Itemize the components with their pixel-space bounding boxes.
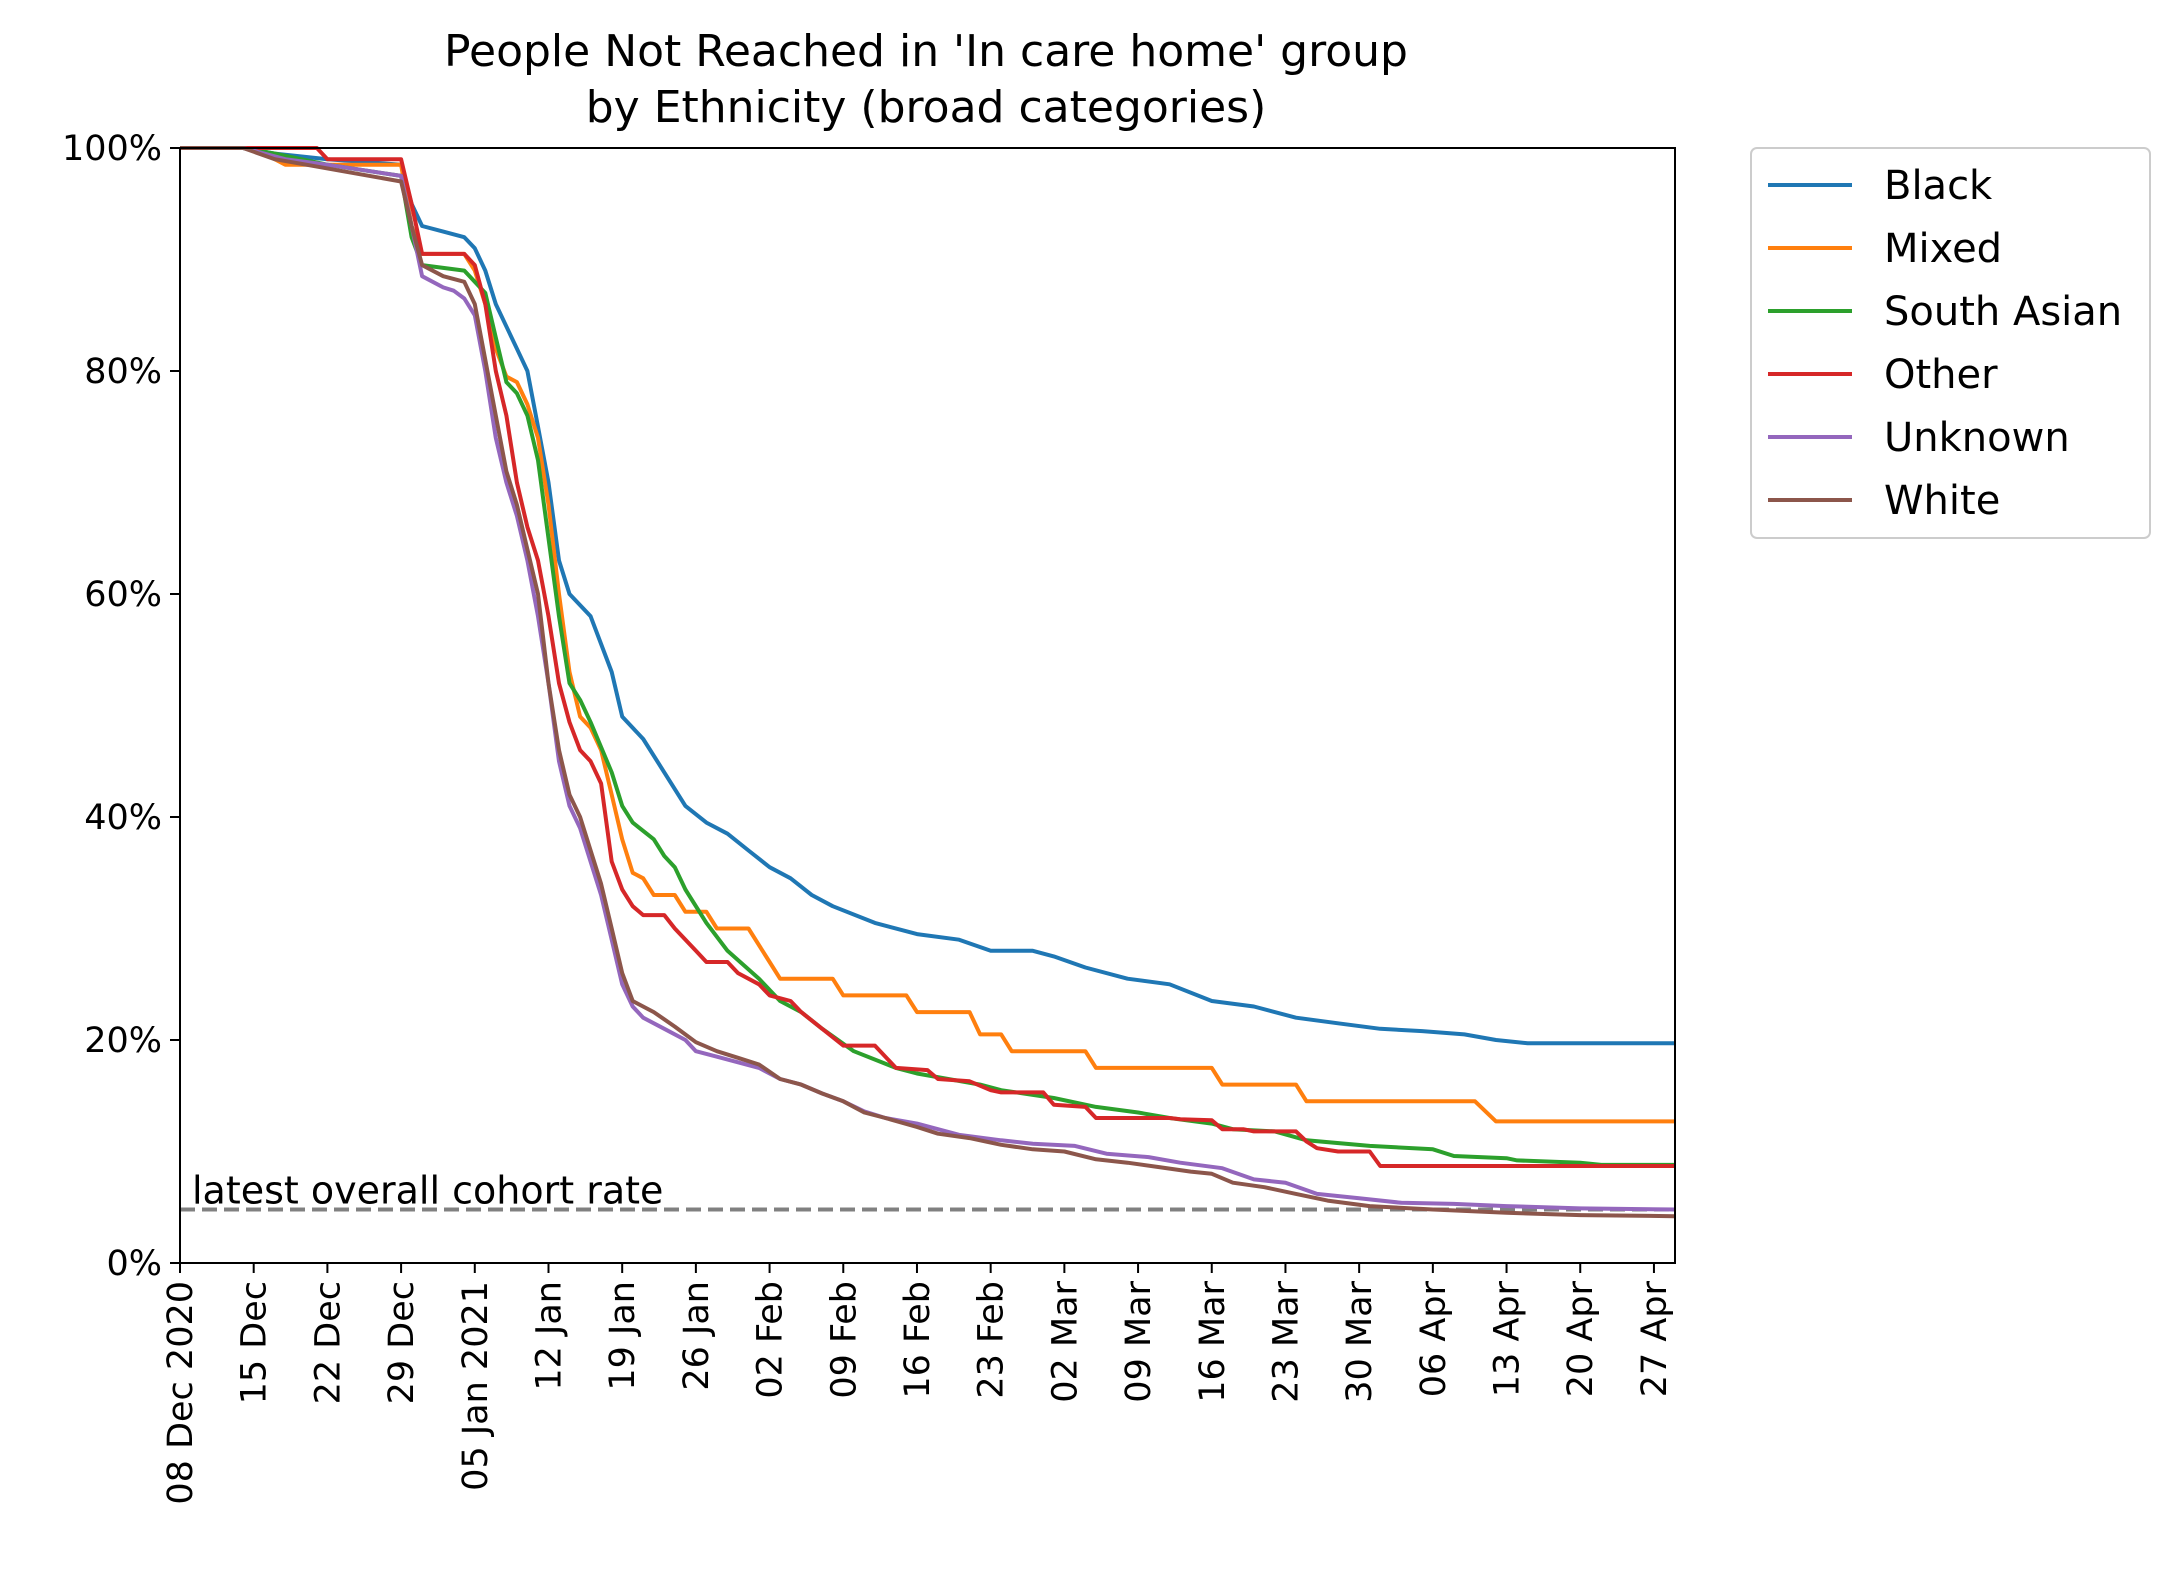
y-tick-label: 80%: [84, 352, 162, 392]
series-line-other: [180, 146, 1675, 1168]
plot-area: latest overall cohort rate: [180, 146, 1675, 1219]
x-tick-label: 02 Mar: [1045, 1280, 1085, 1402]
x-tick-label: 20 Apr: [1561, 1280, 1601, 1397]
x-tick-label: 30 Mar: [1340, 1280, 1380, 1402]
legend-label: South Asian: [1884, 289, 2122, 335]
y-tick-label: 0%: [106, 1244, 162, 1284]
x-tick-label: 19 Jan: [603, 1281, 643, 1391]
x-tick-label: 08 Dec 2020: [161, 1281, 201, 1505]
x-tick-label: 05 Jan 2021: [456, 1281, 496, 1491]
x-tick-label: 15 Dec: [235, 1281, 275, 1404]
x-tick-label: 12 Jan: [529, 1281, 569, 1391]
chart-title-line-2: by Ethnicity (broad categories): [586, 82, 1267, 133]
legend-label: Mixed: [1884, 226, 2002, 272]
legend-label: Other: [1884, 352, 1998, 398]
x-tick-label: 09 Feb: [824, 1281, 864, 1399]
legend: Black Mixed South Asian Other Unknown White: [1750, 147, 2151, 539]
x-tick-label: 13 Apr: [1488, 1280, 1528, 1397]
series-line-south-asian: [180, 146, 1675, 1167]
y-tick-label: 20%: [84, 1021, 162, 1061]
legend-box: [1750, 147, 2151, 539]
y-tick-label: 60%: [84, 575, 162, 615]
x-tick-label: 29 Dec: [382, 1281, 422, 1404]
plot-frame: [179, 147, 1676, 1264]
legend-label: White: [1884, 478, 2000, 524]
x-tick-label: 16 Mar: [1193, 1280, 1233, 1402]
x-tick-label: 16 Feb: [898, 1281, 938, 1399]
x-tick-label: 23 Mar: [1266, 1280, 1306, 1402]
series-line-white: [180, 146, 1675, 1219]
x-tick-label: 02 Feb: [751, 1281, 791, 1399]
x-tick-label: 27 Apr: [1635, 1280, 1675, 1397]
legend-label: Unknown: [1884, 415, 2070, 461]
y-tick-label: 100%: [62, 129, 162, 169]
legend-label: Black: [1884, 163, 1993, 209]
series-line-unknown: [180, 146, 1675, 1212]
reference-line-label: latest overall cohort rate: [192, 1168, 663, 1212]
x-tick-label: 06 Apr: [1414, 1280, 1454, 1397]
x-tick-label: 22 Dec: [308, 1281, 348, 1404]
series-line-black: [180, 146, 1675, 1046]
x-tick-label: 26 Jan: [677, 1281, 717, 1391]
chart-title-line-1: People Not Reached in 'In care home' gro…: [444, 26, 1408, 77]
x-tick-label: 23 Feb: [972, 1281, 1012, 1399]
x-tick-label: 09 Mar: [1119, 1280, 1159, 1402]
y-tick-label: 40%: [84, 798, 162, 838]
axes: 0% 20% 40% 60% 80% 100% 08 Dec 2020 15 Dec 22 De…: [62, 129, 1676, 1505]
